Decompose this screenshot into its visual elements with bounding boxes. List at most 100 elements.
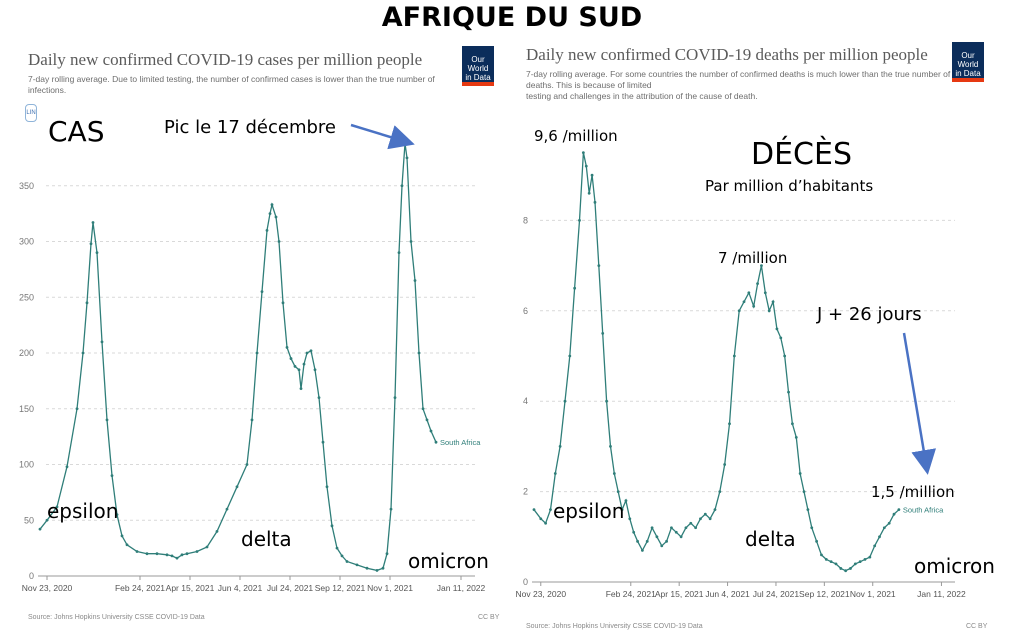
cases-data-point[interactable]: [375, 569, 379, 572]
deaths-data-point[interactable]: [756, 282, 759, 286]
cases-data-point[interactable]: [274, 215, 278, 219]
deaths-data-point[interactable]: [628, 517, 632, 521]
cases-data-point[interactable]: [155, 552, 159, 556]
cases-data-point[interactable]: [105, 418, 109, 422]
owid-logo-left[interactable]: Our World in Data: [462, 46, 494, 86]
cases-data-point[interactable]: [365, 566, 369, 570]
cases-data-point[interactable]: [225, 507, 229, 511]
deaths-data-point[interactable]: [650, 526, 654, 530]
cases-data-point[interactable]: [397, 251, 401, 255]
cases-data-point[interactable]: [110, 474, 114, 478]
cases-data-point[interactable]: [180, 553, 184, 557]
deaths-data-point[interactable]: [632, 530, 636, 534]
cases-data-point[interactable]: [302, 362, 306, 366]
deaths-license[interactable]: CC BY: [966, 623, 988, 630]
cases-data-point[interactable]: [245, 463, 249, 466]
deaths-data-point[interactable]: [858, 560, 862, 564]
cases-data-point[interactable]: [135, 550, 139, 553]
deaths-data-point[interactable]: [609, 445, 612, 448]
deaths-data-point[interactable]: [558, 445, 562, 448]
cases-data-point[interactable]: [317, 396, 321, 399]
cases-data-point[interactable]: [265, 228, 269, 232]
deaths-data-point[interactable]: [747, 291, 751, 295]
cases-data-point[interactable]: [195, 550, 199, 553]
cases-data-point[interactable]: [293, 364, 297, 368]
cases-data-point[interactable]: [75, 407, 79, 411]
deaths-data-point[interactable]: [532, 508, 536, 512]
scale-toggle[interactable]: LIN: [25, 104, 37, 122]
deaths-data-point[interactable]: [802, 490, 806, 493]
cases-data-point[interactable]: [281, 301, 285, 305]
deaths-data-point[interactable]: [834, 562, 838, 566]
cases-data-point[interactable]: [345, 560, 349, 563]
deaths-data-point[interactable]: [684, 526, 688, 530]
deaths-data-point[interactable]: [553, 472, 557, 475]
cases-data-point[interactable]: [413, 279, 417, 282]
deaths-data-point[interactable]: [737, 309, 741, 313]
deaths-data-point[interactable]: [839, 567, 843, 570]
deaths-data-point[interactable]: [863, 558, 867, 561]
cases-data-point[interactable]: [250, 418, 254, 422]
cases-license[interactable]: CC BY: [478, 614, 500, 621]
cases-data-point[interactable]: [385, 552, 389, 556]
cases-data-point[interactable]: [65, 465, 69, 469]
deaths-data-point[interactable]: [660, 544, 664, 548]
deaths-data-point[interactable]: [742, 300, 746, 304]
deaths-data-point[interactable]: [573, 286, 577, 290]
deaths-data-point[interactable]: [775, 327, 779, 331]
cases-data-point[interactable]: [115, 513, 119, 517]
cases-data-point[interactable]: [205, 545, 209, 549]
deaths-data-point[interactable]: [794, 435, 798, 439]
deaths-data-point[interactable]: [815, 539, 819, 543]
cases-data-point[interactable]: [277, 240, 281, 243]
deaths-data-point[interactable]: [767, 309, 771, 313]
cases-data-point[interactable]: [305, 351, 309, 355]
deaths-data-point[interactable]: [868, 555, 872, 559]
deaths-data-point[interactable]: [791, 422, 794, 426]
cases-data-point[interactable]: [393, 396, 397, 399]
deaths-data-point[interactable]: [605, 399, 608, 403]
deaths-data-point[interactable]: [887, 521, 891, 525]
cases-data-point[interactable]: [313, 368, 317, 372]
deaths-data-point[interactable]: [593, 200, 597, 204]
cases-data-point[interactable]: [299, 387, 303, 391]
deaths-data-point[interactable]: [723, 463, 727, 466]
cases-data-point[interactable]: [325, 485, 329, 489]
deaths-data-point[interactable]: [578, 219, 581, 222]
deaths-data-point[interactable]: [624, 499, 628, 503]
deaths-data-point[interactable]: [636, 539, 639, 543]
deaths-data-point[interactable]: [645, 539, 649, 543]
deaths-data-point[interactable]: [760, 264, 763, 267]
cases-data-point[interactable]: [235, 485, 239, 489]
cases-data-point[interactable]: [38, 527, 42, 531]
cases-data-point[interactable]: [85, 301, 89, 305]
cases-data-point[interactable]: [89, 242, 93, 246]
deaths-data-point[interactable]: [612, 472, 616, 475]
deaths-data-point[interactable]: [873, 544, 877, 548]
cases-data-point[interactable]: [389, 507, 393, 511]
deaths-data-point[interactable]: [601, 332, 605, 335]
cases-data-point[interactable]: [215, 530, 219, 533]
cases-data-point[interactable]: [268, 212, 272, 216]
deaths-data-point[interactable]: [829, 560, 833, 564]
owid-logo-right[interactable]: Our World in Data: [952, 42, 984, 82]
deaths-data-point[interactable]: [728, 422, 731, 426]
cases-data-point[interactable]: [421, 407, 425, 411]
cases-data-point[interactable]: [175, 556, 179, 560]
cases-data-point[interactable]: [95, 251, 99, 255]
cases-data-point[interactable]: [185, 552, 189, 556]
deaths-data-point[interactable]: [620, 508, 624, 512]
cases-data-point[interactable]: [255, 351, 259, 355]
deaths-data-point[interactable]: [674, 530, 678, 534]
deaths-data-point[interactable]: [844, 569, 848, 573]
deaths-data-point[interactable]: [882, 526, 886, 530]
deaths-data-point[interactable]: [665, 539, 668, 543]
cases-data-point[interactable]: [91, 221, 95, 224]
deaths-data-point[interactable]: [699, 517, 702, 521]
cases-data-point[interactable]: [405, 156, 409, 160]
cases-data-point[interactable]: [429, 429, 433, 433]
deaths-data-point[interactable]: [679, 535, 683, 539]
deaths-data-point[interactable]: [616, 490, 620, 493]
cases-data-point[interactable]: [81, 351, 85, 355]
cases-data-point[interactable]: [409, 240, 413, 243]
